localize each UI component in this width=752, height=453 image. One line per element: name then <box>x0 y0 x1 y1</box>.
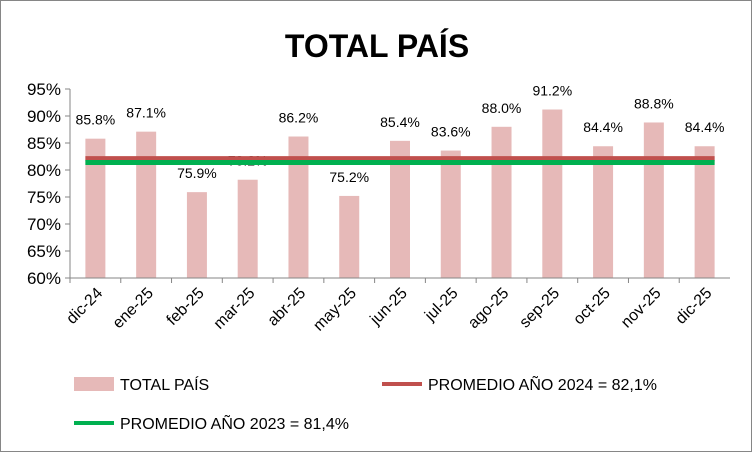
legend-label-2023: PROMEDIO AÑO 2023 = 81,4% <box>120 413 349 433</box>
y-tick-label: 60% <box>27 269 61 288</box>
x-tick-label: sep-25 <box>517 285 564 332</box>
average-lines <box>85 156 715 165</box>
bar-sep-25 <box>542 109 563 279</box>
bar-jul-25 <box>440 150 461 278</box>
x-tick-label: jul-25 <box>421 285 461 325</box>
x-tick-label: dic-25 <box>673 285 716 328</box>
x-tick-label: oct-25 <box>570 285 614 329</box>
y-tick-label: 80% <box>27 161 61 180</box>
y-tick-label: 65% <box>27 242 61 261</box>
data-label: 91.2% <box>532 83 572 99</box>
data-label: 85.4% <box>380 114 420 130</box>
bar-may-25 <box>339 195 360 278</box>
y-tick-label: 90% <box>27 107 61 126</box>
x-tick-label: abr-25 <box>265 285 310 330</box>
y-tick-label: 75% <box>27 188 61 207</box>
y-tick-label: 95% <box>27 80 61 99</box>
bar-mar-25 <box>237 179 258 278</box>
data-label: 84.4% <box>685 119 725 135</box>
chart-title: TOTAL PAÍS <box>285 28 469 64</box>
x-tick-label: ago-25 <box>465 285 512 332</box>
bar-ago-25 <box>491 126 512 278</box>
bar-abr-25 <box>288 136 309 278</box>
data-label: 87.1% <box>126 105 166 121</box>
data-label: 75.9% <box>177 165 217 181</box>
x-tick-label: jun-25 <box>367 285 411 329</box>
bar-dic-25 <box>694 146 715 278</box>
x-tick-label: dic-24 <box>63 285 106 328</box>
bar-nov-25 <box>643 122 664 278</box>
legend-swatch-total <box>74 377 114 391</box>
x-tick-label: mar-25 <box>211 285 259 333</box>
x-axis: dic-24 ene-25 feb-25 mar-25 abr-25 may-25 jun-… <box>63 277 730 335</box>
bar-feb-25 <box>186 192 207 278</box>
bar-jun-25 <box>390 140 410 278</box>
bar-dic-24 <box>85 138 106 278</box>
data-label: 84.4% <box>583 119 623 135</box>
x-tick-label: nov-25 <box>618 285 665 332</box>
y-tick-label: 70% <box>27 215 61 234</box>
data-label: 86.2% <box>279 110 319 126</box>
data-label: 88.0% <box>482 100 522 116</box>
legend-label-2024: PROMEDIO AÑO 2024 = 82,1% <box>428 374 657 394</box>
data-label: 75.2% <box>329 169 369 185</box>
data-label: 88.8% <box>634 95 674 111</box>
x-tick-label: feb-25 <box>164 285 208 329</box>
data-label: 83.6% <box>431 124 471 140</box>
bar-oct-25 <box>593 146 614 278</box>
x-tick-label: may-25 <box>310 285 360 335</box>
bars: 85.8%87.1%75.9%78.2%86.2%75.2%85.4%83.6%… <box>76 83 725 279</box>
data-label: 85.8% <box>76 112 116 128</box>
bar-ene-25 <box>136 131 157 278</box>
legend-label-total: TOTAL PAÍS <box>120 375 209 394</box>
legend: TOTAL PAÍS PROMEDIO AÑO 2024 = 82,1% PRO… <box>74 374 657 433</box>
y-axis: 60% 65% 70% 75% 80% 85% 90% 95% <box>27 80 71 288</box>
x-tick-label: ene-25 <box>110 285 157 332</box>
y-tick-label: 85% <box>27 134 61 153</box>
